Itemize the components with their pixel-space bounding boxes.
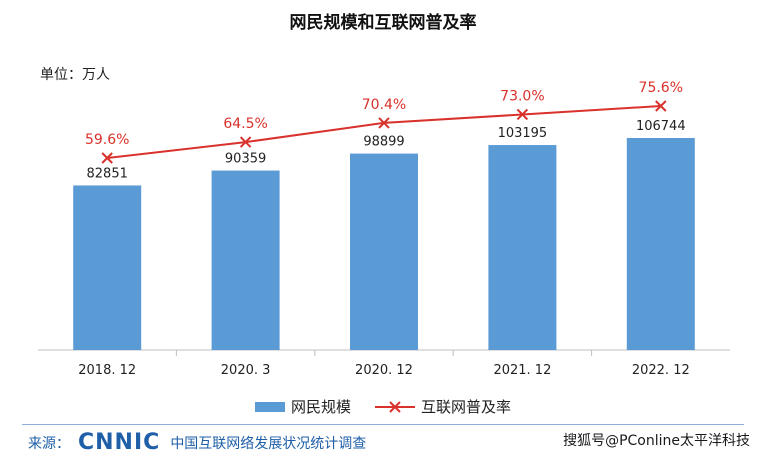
line-value-label: 59.6% — [85, 132, 129, 148]
bar-value-label: 82851 — [87, 166, 128, 181]
x-tick-label: 2020. 3 — [221, 363, 271, 378]
source-name: 中国互联网络发展状况统计调查 — [170, 435, 367, 452]
cnnic-logo: CNNIC — [78, 430, 161, 455]
line-point-marker — [516, 108, 529, 121]
line-value-label: 64.5% — [223, 116, 267, 132]
bar-value-label: 90359 — [225, 152, 266, 167]
watermark-credit: 搜狐号@PConline太平洋科技 — [563, 433, 750, 449]
source-label: 来源： — [28, 435, 70, 452]
legend-item-line: 互联网普及率 — [375, 396, 511, 417]
bar-0 — [73, 185, 142, 350]
bar-4 — [626, 138, 695, 350]
legend-line-swatch — [375, 400, 415, 413]
line-point-marker — [378, 117, 390, 129]
unit-label: 单位：万人 — [40, 67, 110, 83]
line-point-marker — [101, 152, 113, 164]
legend-line-label: 互联网普及率 — [421, 398, 512, 416]
chart-title: 网民规模和互联网普及率 — [289, 13, 477, 33]
x-tick-label: 2021. 12 — [493, 363, 551, 378]
line-point-marker — [655, 100, 667, 112]
line-value-label: 70.4% — [362, 97, 406, 113]
line-point-marker — [239, 136, 252, 148]
x-tick-label: 2022. 12 — [632, 363, 690, 378]
bar-1 — [211, 170, 280, 350]
x-tick-label: 2020. 12 — [355, 363, 413, 378]
legend: 网民规模 互联网普及率 — [0, 396, 766, 417]
bar-3 — [488, 145, 557, 350]
bar-value-label: 106744 — [636, 119, 686, 134]
penetration-line — [107, 105, 661, 159]
bar-value-label: 98899 — [363, 135, 404, 150]
footer: 来源： CNNIC 中国互联网络发展状况统计调查 — [28, 430, 366, 455]
bar-value-label: 103195 — [498, 126, 548, 141]
bar-2 — [350, 153, 418, 350]
legend-bar-label: 网民规模 — [290, 398, 351, 416]
x-tick-label: 2018. 12 — [78, 363, 136, 378]
line-value-label: 73.0% — [500, 88, 544, 104]
legend-item-bar: 网民规模 — [254, 396, 351, 417]
footer-divider — [22, 424, 744, 425]
legend-bar-swatch — [254, 401, 285, 412]
line-value-label: 75.6% — [639, 80, 683, 96]
chart-plot: 82851 90359 98899 103195 106744 59.6% 64.5% 70.… — [38, 80, 730, 378]
